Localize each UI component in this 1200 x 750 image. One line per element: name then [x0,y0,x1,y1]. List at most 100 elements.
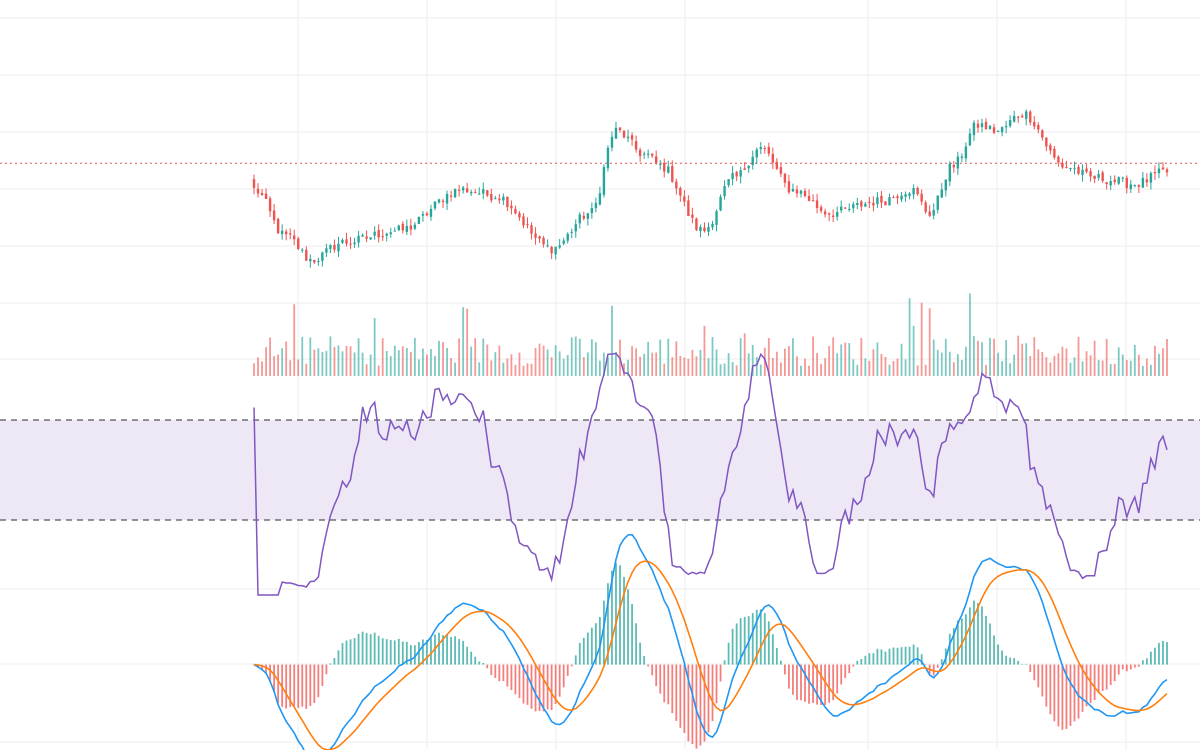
macd-hist-bar [659,664,662,694]
volume-bar [973,336,975,376]
volume-bar [462,307,465,376]
macd-hist-bar [1013,658,1016,665]
candle-body [409,225,413,230]
candle-body [514,208,517,214]
volume-bar [1029,355,1032,376]
macd-hist-bar [1109,664,1112,686]
macd-hist-bar [381,638,384,665]
macd-hist-bar [727,642,730,665]
volume-bar [796,356,798,376]
candle-body [321,252,324,261]
candle-body [1117,177,1120,184]
volume-bar [281,348,284,376]
macd-hist-bar [1069,664,1072,726]
volume-bar [868,360,871,376]
macd-hist-bar [337,650,340,665]
candle-body [928,211,931,216]
volume-bar [1025,343,1028,376]
volume-bar [1129,360,1132,376]
volume-bar [446,348,448,376]
volume-bar [691,349,694,376]
macd-hist-bar [639,642,642,665]
candle-body [542,237,545,245]
volume-bar [687,358,690,376]
candle-body [848,208,851,210]
macd-hist-bar [619,565,621,665]
volume-bar [317,348,320,376]
macd-hist-bar [1045,664,1048,707]
candle-body [663,162,666,172]
macd-hist-bar [900,647,903,665]
candle-body [932,210,935,216]
macd-hist-bar [800,664,802,701]
macd-hist-bar [361,631,364,665]
volume-bar [771,357,774,376]
macd-hist-bar [876,648,879,665]
volume-bar [518,352,521,376]
candle-body [940,189,943,198]
candle-body [421,213,425,216]
macd-hist-bar [422,639,424,665]
volume-bar [699,350,702,376]
candle-body [1061,163,1064,168]
candle-body [876,197,879,205]
candle-body [425,213,429,216]
candle-body [474,192,477,194]
volume-bar [285,341,288,376]
macd-hist-bar [289,664,292,707]
candle-body [558,245,561,248]
volume-bar [1009,363,1012,376]
volume-bar [671,357,674,376]
candle-body [964,146,968,159]
candle-body [578,214,581,224]
volume-bar [1105,338,1108,376]
macd-hist-bar [377,635,380,665]
candle-body [586,213,590,219]
volume-bar [993,338,995,376]
macd-hist-bar [426,640,428,665]
volume-bar [289,360,292,376]
macd-hist-bar [486,664,489,669]
candle-body [912,187,915,195]
volume-bar [1101,360,1104,376]
volume-bar [273,356,276,376]
macd-hist-bar [1133,664,1136,668]
macd-hist-bar [458,639,461,665]
candle-body [1089,171,1092,177]
macd-hist-bar [824,664,827,705]
candle-body [795,189,799,194]
macd-hist-bar [655,664,658,687]
macd-hist-bar [723,660,726,665]
volume-bar [373,318,376,376]
macd-hist-bar [369,634,372,665]
volume-bar [948,351,951,376]
macd-hist-bar [333,657,336,665]
volume-bar [844,342,847,376]
volume-bar [514,364,517,376]
macd-hist-bar [438,632,440,665]
macd-hist-bar [715,664,718,704]
volume-bar [554,345,557,376]
candle-body [803,190,807,197]
macd-hist-bar [671,664,674,714]
macd-hist-bar [675,664,678,721]
candle-body [815,200,819,209]
volume-bar [357,338,360,376]
macd-hist-bar [1145,658,1148,665]
volume-bar [928,308,931,376]
candle-body [429,208,433,217]
candle-body [852,204,855,209]
macd-hist-bar [603,600,605,665]
candle-body [272,210,276,221]
candle-body [293,235,296,240]
macd-hist-bar [1033,664,1036,681]
volume-bar [964,346,967,376]
candle-body [683,196,686,202]
volume-bar [329,336,332,376]
macd-hist-bar [518,664,521,699]
macd-hist-bar [1085,664,1088,707]
macd-hist-bar [892,647,895,665]
candle-body [888,197,891,206]
candle-body [819,207,823,211]
volume-bar [486,344,489,376]
